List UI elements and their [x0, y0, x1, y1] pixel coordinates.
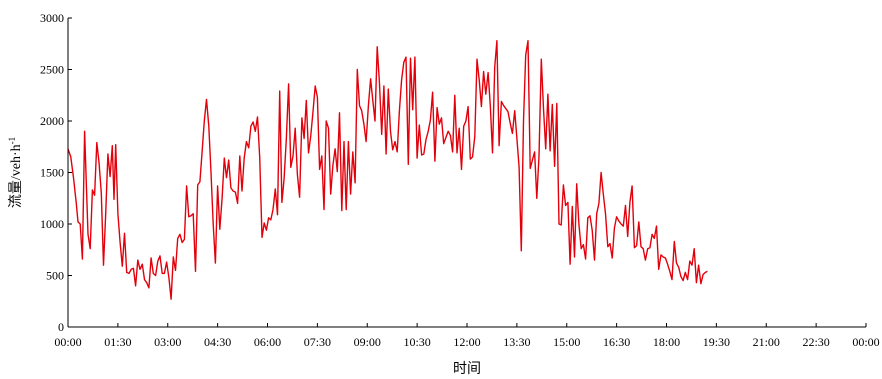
y-tick-label: 1000	[40, 217, 64, 231]
x-tick-label: 00:00	[852, 335, 879, 349]
x-tick-label: 15:00	[553, 335, 580, 349]
y-axis-title: 流量/veh·h-1	[7, 137, 24, 208]
y-tick-label: 3000	[40, 11, 64, 25]
y-axis-ticks: 0 500 1000 1500 2000 2500 3000	[40, 11, 72, 334]
x-axis-title: 时间	[453, 361, 481, 377]
x-tick-label: 13:30	[503, 335, 530, 349]
x-axis-ticks: 00:00 01:30 03:00 04:30 06:00 07:30 09:00 10:30…	[54, 323, 880, 349]
y-axis-title-superscript: -1	[7, 137, 17, 145]
x-tick-label: 19:30	[703, 335, 730, 349]
x-tick-label: 03:00	[154, 335, 181, 349]
traffic-flow-series-line	[67, 40, 708, 300]
x-tick-label: 00:00	[54, 335, 81, 349]
y-tick-label: 1500	[40, 166, 64, 180]
y-tick-label: 500	[46, 269, 64, 283]
x-tick-label: 04:30	[204, 335, 231, 349]
y-tick-label: 2500	[40, 63, 64, 77]
x-tick-label: 01:30	[104, 335, 131, 349]
x-tick-label: 06:00	[254, 335, 281, 349]
x-tick-label: 12:00	[453, 335, 480, 349]
x-tick-label: 18:00	[653, 335, 680, 349]
x-tick-label: 16:30	[603, 335, 630, 349]
y-tick-label: 2000	[40, 114, 64, 128]
x-tick-label: 07:30	[304, 335, 331, 349]
x-tick-label: 10:30	[403, 335, 430, 349]
x-tick-label: 21:00	[753, 335, 780, 349]
y-tick-label: 0	[58, 320, 64, 334]
y-axis-title-main: 流量/veh·h	[8, 144, 24, 208]
x-tick-label: 22:30	[802, 335, 829, 349]
x-tick-label: 09:00	[354, 335, 381, 349]
